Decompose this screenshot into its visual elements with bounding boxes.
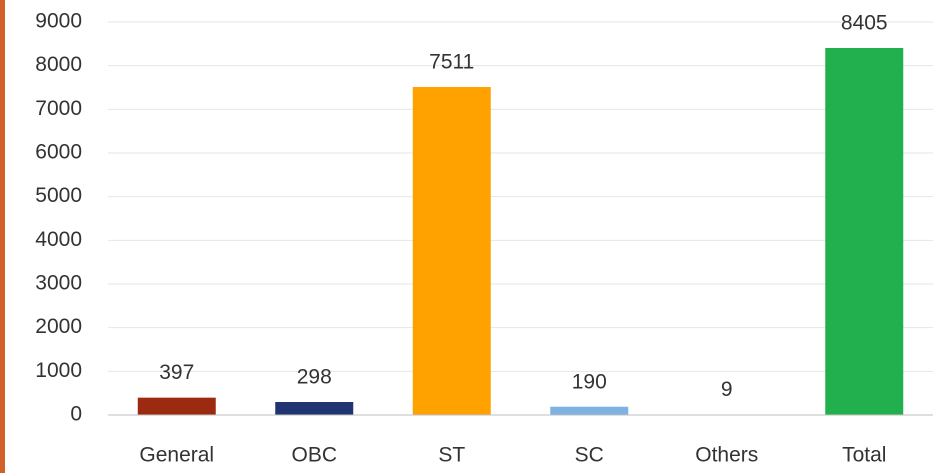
bar	[137, 397, 216, 415]
value-label: 397	[159, 361, 194, 384]
value-label: 7511	[429, 51, 474, 74]
x-tick-label: Others	[695, 444, 758, 467]
x-tick-label: General	[139, 444, 214, 467]
y-tick-label: 1000	[35, 359, 82, 382]
y-tick-label: 8000	[35, 53, 82, 76]
bar	[412, 87, 491, 416]
bar	[275, 401, 354, 415]
x-tick-label: ST	[438, 444, 465, 467]
left-border	[0, 0, 5, 473]
y-tick-label: 4000	[35, 228, 82, 251]
y-tick-label: 7000	[35, 97, 82, 120]
y-tick-label: 9000	[35, 10, 82, 33]
bar	[825, 47, 904, 416]
value-label: 8405	[841, 12, 888, 35]
y-tick-label: 5000	[35, 184, 82, 207]
y-tick-label: 6000	[35, 141, 82, 164]
y-tick-label: 2000	[35, 315, 82, 338]
y-tick-label: 3000	[35, 272, 82, 295]
x-tick-label: SC	[575, 444, 604, 467]
value-label: 298	[297, 366, 332, 389]
x-tick-label: Total	[842, 444, 886, 467]
value-label: 9	[721, 378, 733, 401]
y-tick-label: 0	[70, 403, 82, 426]
value-label: 190	[572, 370, 607, 393]
bar	[550, 406, 629, 415]
x-tick-label: OBC	[291, 444, 337, 467]
